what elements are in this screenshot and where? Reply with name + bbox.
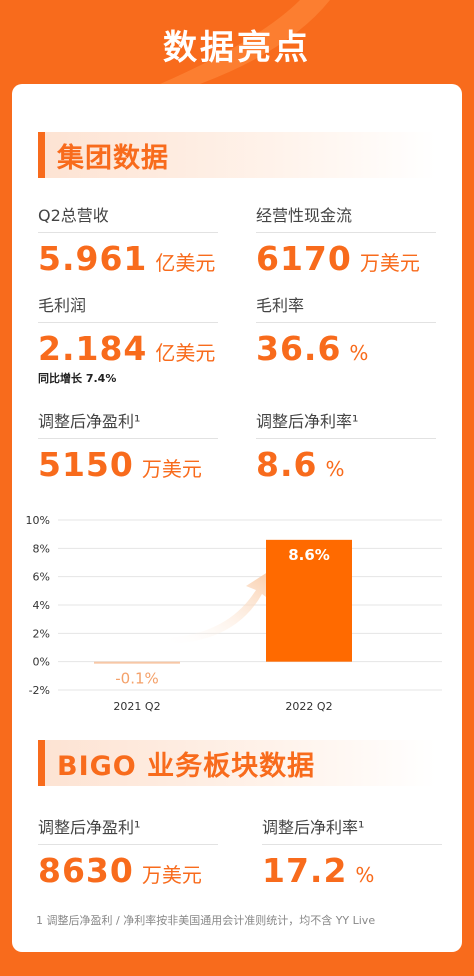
- bar-value-label: -0.1%: [115, 670, 159, 688]
- bar: [94, 661, 180, 664]
- content-card: 集团数据 Q2总营收 5.961 亿美元 经营性现金流 6170 万美元 毛利润…: [12, 84, 462, 952]
- metric-value: 8.6: [256, 445, 318, 484]
- metric-unit: 万美元: [359, 251, 420, 275]
- metric-label: 调整后净利率¹: [256, 408, 436, 439]
- metric-value: 8630: [38, 851, 134, 890]
- growth-arrow-icon: [162, 568, 274, 644]
- metric-unit: 万美元: [141, 863, 202, 887]
- group-section-title: 集团数据: [57, 142, 169, 174]
- x-tick-label: 2022 Q2: [285, 700, 332, 713]
- metric-label: 调整后净盈利¹: [38, 814, 218, 845]
- y-tick-label: 4%: [33, 599, 50, 612]
- metric-revenue: Q2总营收 5.961 亿美元: [38, 202, 218, 278]
- metric-unit: 亿美元: [155, 251, 216, 275]
- metric-bigo-adjusted-net-margin: 调整后净利率¹ 17.2 %: [262, 814, 442, 890]
- bar: [266, 539, 352, 662]
- metric-value: 6170: [256, 239, 352, 278]
- y-tick-label: 8%: [33, 542, 50, 555]
- metric-value: 5150: [38, 445, 134, 484]
- metric-label: 毛利率: [256, 292, 436, 323]
- metric-adjusted-net-margin: 调整后净利率¹ 8.6 %: [256, 408, 436, 484]
- metric-label: 毛利润: [38, 292, 218, 323]
- metric-label: 经营性现金流: [256, 202, 436, 233]
- metric-note: 同比增长 7.4%: [38, 372, 117, 385]
- y-tick-label: 6%: [33, 571, 50, 584]
- metric-label: Q2总营收: [38, 202, 218, 233]
- bigo-section-title: BIGO 业务板块数据: [57, 750, 316, 782]
- y-tick-label: 10%: [26, 514, 50, 527]
- metric-gross-profit: 毛利润 2.184 亿美元 同比增长 7.4%: [38, 292, 218, 386]
- page-title: 数据亮点: [163, 28, 311, 68]
- group-section-header: 集团数据: [38, 132, 436, 178]
- metric-unit: 亿美元: [155, 341, 216, 365]
- metric-label: 调整后净利率¹: [262, 814, 442, 845]
- metric-gross-margin: 毛利率 36.6 %: [256, 292, 436, 368]
- metric-unit: %: [349, 341, 369, 365]
- metric-unit: 万美元: [141, 457, 202, 481]
- net-margin-bar-chart: -2% 0% 2% 4% 6% 8% 10% -0.1% 2021 Q2 8.6% 2022 Q2: [26, 514, 442, 713]
- metric-unit: %: [355, 863, 375, 887]
- bigo-section-header: BIGO 业务板块数据: [38, 740, 436, 786]
- metric-bigo-adjusted-net-income: 调整后净盈利¹ 8630 万美元: [38, 814, 218, 890]
- metric-unit: %: [325, 457, 345, 481]
- x-tick-label: 2021 Q2: [113, 700, 160, 713]
- metric-adjusted-net-income: 调整后净盈利¹ 5150 万美元: [38, 408, 218, 484]
- metric-value: 5.961: [38, 239, 148, 278]
- bar-value-label: 8.6%: [288, 546, 330, 564]
- y-tick-label: 0%: [33, 656, 50, 669]
- metric-value: 2.184: [38, 329, 148, 368]
- footnote: 1 调整后净盈利 / 净利率按非美国通用会计准则统计，均不含 YY Live: [36, 914, 376, 927]
- metric-operating-cashflow: 经营性现金流 6170 万美元: [256, 202, 436, 278]
- metric-value: 36.6: [256, 329, 342, 368]
- metric-label: 调整后净盈利¹: [38, 408, 218, 439]
- y-tick-label: 2%: [33, 627, 50, 640]
- y-tick-label: -2%: [29, 684, 50, 697]
- metric-value: 17.2: [262, 851, 348, 890]
